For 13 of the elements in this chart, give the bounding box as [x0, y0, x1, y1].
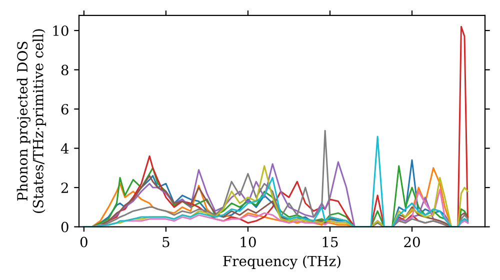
y-tick-label: 10	[53, 25, 68, 36]
x-tick-label: 0	[80, 236, 88, 248]
y-tick-label: 2	[61, 182, 68, 193]
x-tick-label: 20	[404, 236, 420, 248]
y-tick-label: 6	[61, 104, 68, 115]
x-axis-title: Frequency (THz)	[223, 256, 340, 270]
x-tick-label: 5	[162, 236, 170, 248]
y-tick-label: 0	[61, 222, 68, 232]
x-tick-label: 15	[322, 236, 338, 248]
y-tick-label: 4	[60, 143, 69, 154]
y-axis-title: Phonon projected DOS (States/THz·primitive cell)	[16, 29, 46, 213]
x-tick-label: 10	[240, 236, 256, 248]
y-tick-label: 8	[61, 64, 68, 76]
